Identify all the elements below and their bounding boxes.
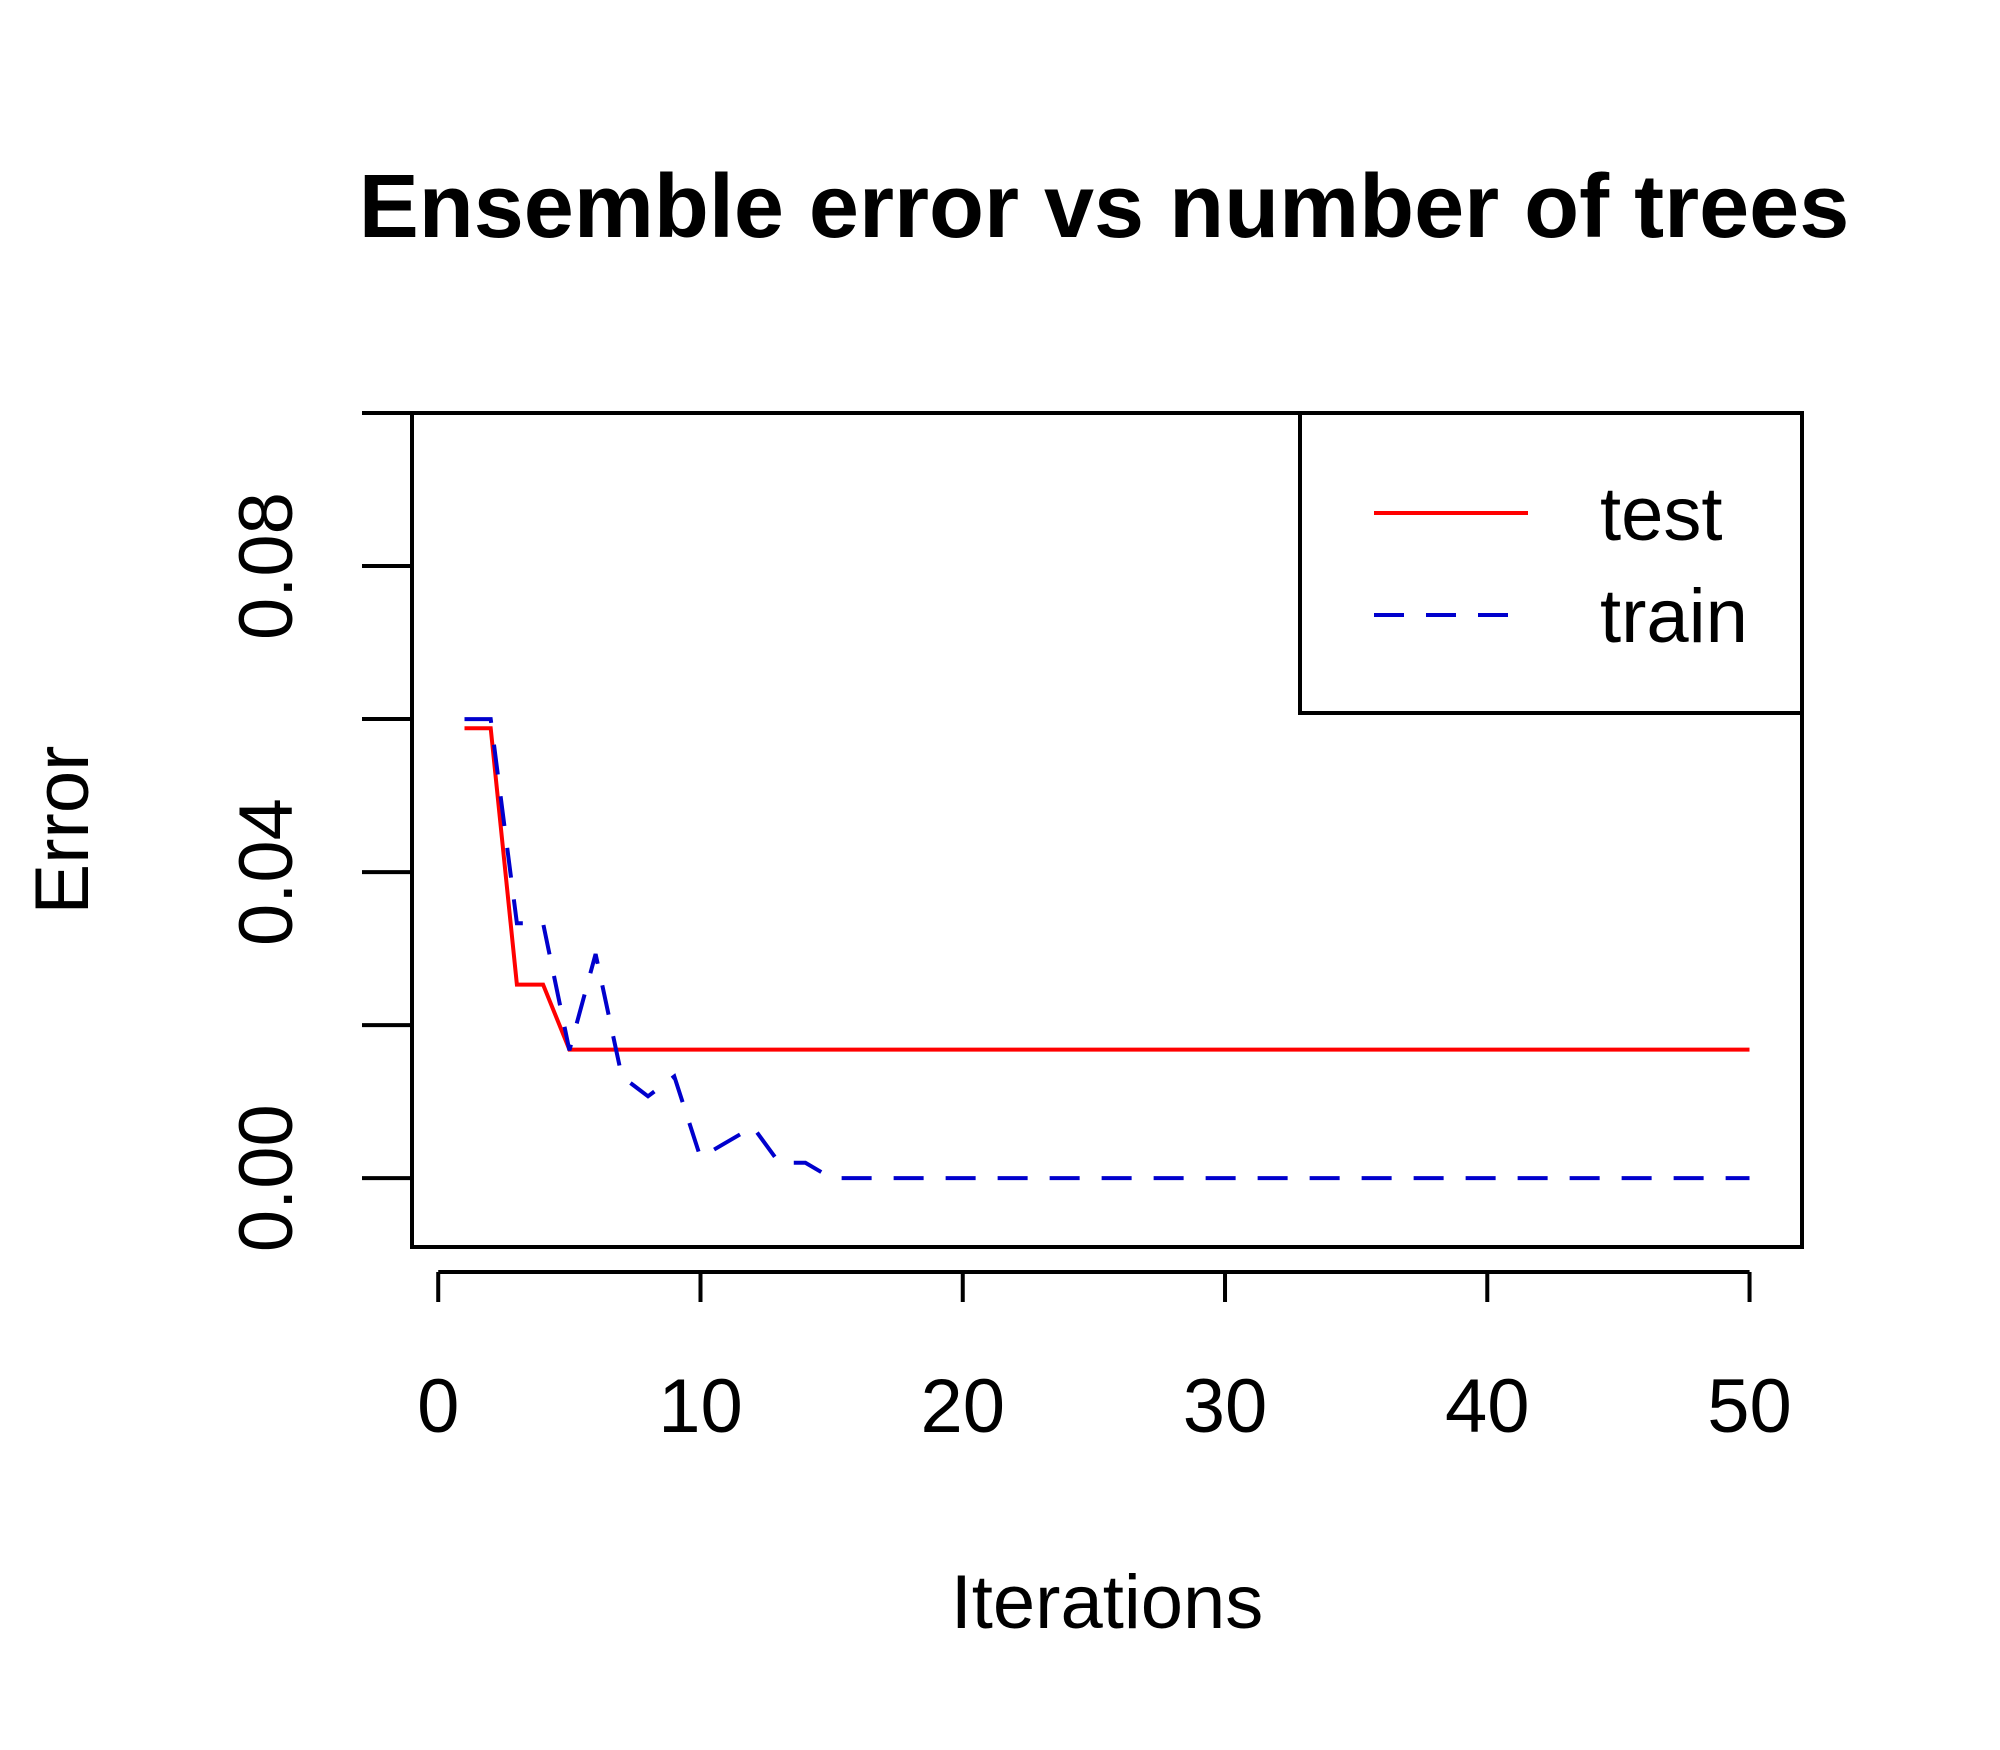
y-tick-label: 0.04: [224, 798, 309, 946]
y-axis-label: Error: [20, 746, 105, 915]
x-tick-label: 0: [417, 1364, 459, 1449]
x-tick-label: 20: [920, 1364, 1005, 1449]
y-tick-label: 0.00: [224, 1104, 309, 1252]
x-tick-label: 10: [658, 1364, 743, 1449]
legend-box: [1298, 411, 1804, 715]
legend-train-label: train: [1600, 574, 1748, 659]
series-line-test: [464, 726, 1750, 1052]
chart-title: Ensemble error vs number of trees: [359, 157, 1850, 257]
series-layer: [464, 717, 1750, 1181]
x-tick-label: 40: [1445, 1364, 1530, 1449]
y-tick-label: 0.08: [224, 492, 309, 640]
x-axis: 0 10 20 30 40 50: [417, 1270, 1792, 1449]
y-axis: 0.00 0.04 0.08: [224, 411, 414, 1252]
x-axis-label: Iterations: [951, 1560, 1264, 1645]
series-line-train: [464, 717, 1750, 1181]
legend-test-label: test: [1600, 472, 1723, 557]
x-tick-label: 30: [1183, 1364, 1268, 1449]
legend: test train: [1298, 411, 1804, 715]
x-tick-label: 50: [1707, 1364, 1792, 1449]
